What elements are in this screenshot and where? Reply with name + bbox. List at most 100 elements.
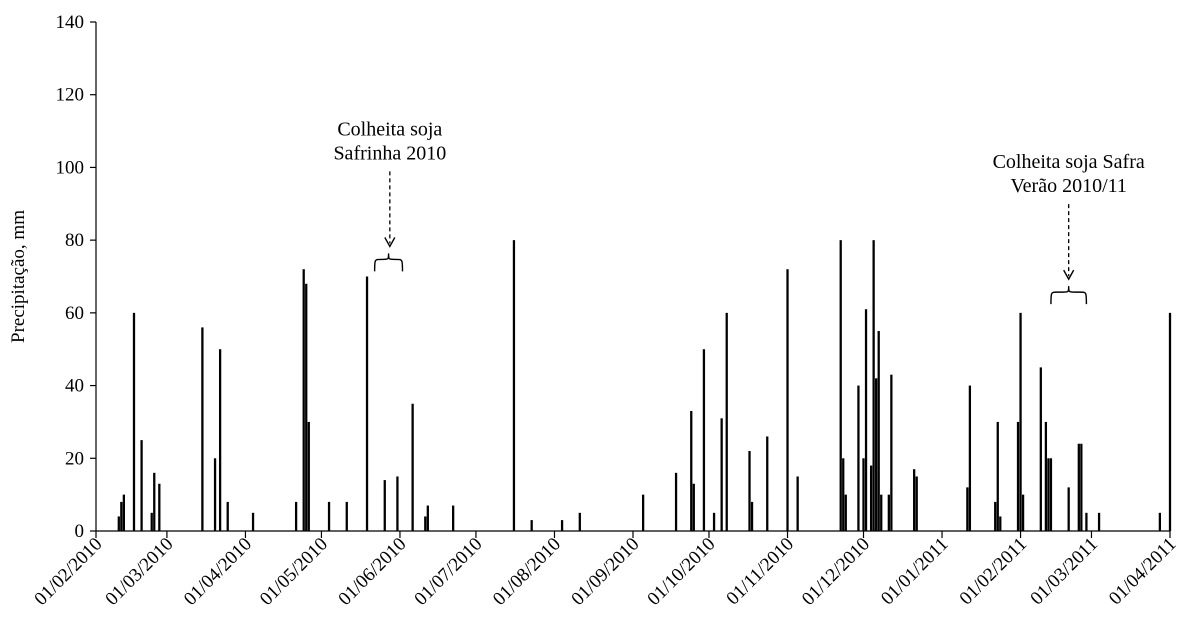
precipitation-bar	[880, 494, 883, 531]
precipitation-bar	[158, 483, 161, 531]
y-tick-label: 20	[65, 448, 84, 469]
precipitation-bar	[913, 469, 916, 531]
precipitation-bar	[750, 501, 754, 531]
precipitation-bar	[411, 403, 414, 531]
precipitation-bar	[1039, 367, 1042, 531]
precipitation-bar	[994, 501, 997, 531]
precipitation-bar	[132, 312, 136, 531]
precipitation-bar	[857, 385, 860, 531]
precipitation-bar	[702, 349, 706, 531]
precipitation-bar	[201, 327, 204, 531]
x-tick-label: 01/10/2010	[643, 534, 719, 610]
annotation-brace	[373, 253, 404, 272]
precipitation-bar	[424, 516, 427, 531]
precipitation-bar	[122, 494, 126, 531]
annotation-arrowhead	[384, 237, 396, 248]
annotation-arrowhead	[1063, 269, 1075, 281]
y-tick-label: 0	[75, 521, 85, 542]
precipitation-bar	[383, 480, 386, 531]
x-tick-label: 01/07/2010	[410, 534, 486, 610]
precipitation-bar	[1049, 458, 1053, 531]
precipitation-bar	[748, 451, 751, 531]
precipitation-bar	[1044, 421, 1048, 531]
x-tick-label: 01/08/2010	[489, 534, 565, 610]
x-tick-label: 01/06/2010	[334, 534, 410, 610]
precipitation-bar	[1085, 512, 1088, 531]
precipitation-bar	[1168, 312, 1172, 531]
precipitation-bar	[1021, 494, 1025, 531]
precipitation-bar	[426, 505, 429, 531]
precipitation-bar	[1019, 312, 1022, 531]
precipitation-bar	[839, 240, 842, 531]
annotation-brace	[1050, 286, 1088, 305]
precipitation-bar	[786, 269, 789, 531]
precipitation-bar	[864, 309, 868, 531]
precipitation-bar	[365, 276, 369, 531]
precipitation-bar	[692, 483, 695, 531]
precipitation-bar	[1067, 487, 1070, 531]
precipitation-bar	[1077, 443, 1080, 531]
precipitation-bar	[560, 520, 564, 531]
precipitation-bar	[345, 501, 348, 531]
precipitation-bar	[226, 501, 229, 531]
plot-area: 0 20 40 60 80 100 120 140 Precipitação, mm 01/02/…	[8, 12, 1178, 610]
precipitation-bar	[452, 505, 455, 531]
y-tick-label: 100	[56, 157, 85, 178]
y-axis-title: Precipitação, mm	[8, 210, 29, 343]
precipitation-bar	[1158, 512, 1162, 531]
x-tick-label: 01/12/2010	[798, 534, 874, 610]
precipitation-bar	[213, 458, 217, 531]
precipitation-bar	[966, 487, 969, 531]
precipitation-bar	[872, 240, 875, 531]
annotation-text: Safrinha 2010	[333, 142, 446, 164]
precipitation-bar	[796, 476, 799, 531]
precipitation-bar	[641, 494, 645, 531]
precipitation-bar	[869, 465, 873, 531]
precipitation-bar	[294, 501, 298, 531]
precipitation-bar	[1016, 421, 1020, 531]
precipitation-bar	[117, 516, 120, 531]
precipitation-bar	[1080, 443, 1083, 531]
precipitation-bar	[305, 283, 308, 531]
x-tick-label: 01/04/2011	[1105, 534, 1178, 610]
precipitation-bar	[578, 512, 581, 531]
precipitation-bar	[327, 501, 331, 531]
x-tick-label: 01/01/2011	[877, 534, 953, 610]
precipitation-bar	[968, 385, 972, 531]
x-tick-label: 01/09/2010	[567, 534, 643, 610]
x-tick-label: 01/05/2010	[256, 534, 332, 610]
precipitation-bar	[720, 418, 723, 531]
precipitation-bar	[307, 421, 310, 531]
precipitation-bar	[877, 331, 880, 531]
precipitation-bar	[512, 240, 516, 531]
annotation-text: Colheita soja	[337, 118, 442, 140]
y-tick-label: 80	[65, 230, 84, 251]
precipitation-bar	[842, 458, 845, 531]
precipitation-bar	[1047, 458, 1050, 531]
x-tick-label: 01/02/2011	[956, 534, 1032, 610]
y-tick-label: 120	[56, 85, 85, 106]
annotation-text: Colheita soja Safra	[993, 151, 1145, 173]
precipitation-bar	[150, 512, 153, 531]
precipitation-bar	[1097, 512, 1101, 531]
precipitation-bar	[530, 520, 533, 531]
precipitation-bar	[218, 349, 222, 531]
y-tick-label: 40	[65, 376, 84, 397]
precipitation-bar	[725, 312, 728, 531]
precipitation-bar	[712, 512, 716, 531]
precipitation-bar	[890, 374, 893, 531]
x-tick-label: 01/03/2011	[1026, 534, 1102, 610]
y-tick-label: 60	[65, 303, 84, 324]
x-tick-label: 01/04/2010	[180, 534, 256, 610]
precipitation-bar	[153, 472, 156, 531]
annotation-text: Verão 2010/11	[1010, 175, 1126, 197]
precipitation-bar	[251, 512, 255, 531]
precipitation-bar	[140, 440, 143, 531]
precipitation-bar	[120, 501, 123, 531]
precipitation-bar	[302, 269, 305, 531]
precipitation-bar	[766, 436, 769, 531]
precipitation-bar	[887, 494, 890, 531]
precipitation-bar	[996, 421, 999, 531]
precipitation-bar	[862, 458, 865, 531]
